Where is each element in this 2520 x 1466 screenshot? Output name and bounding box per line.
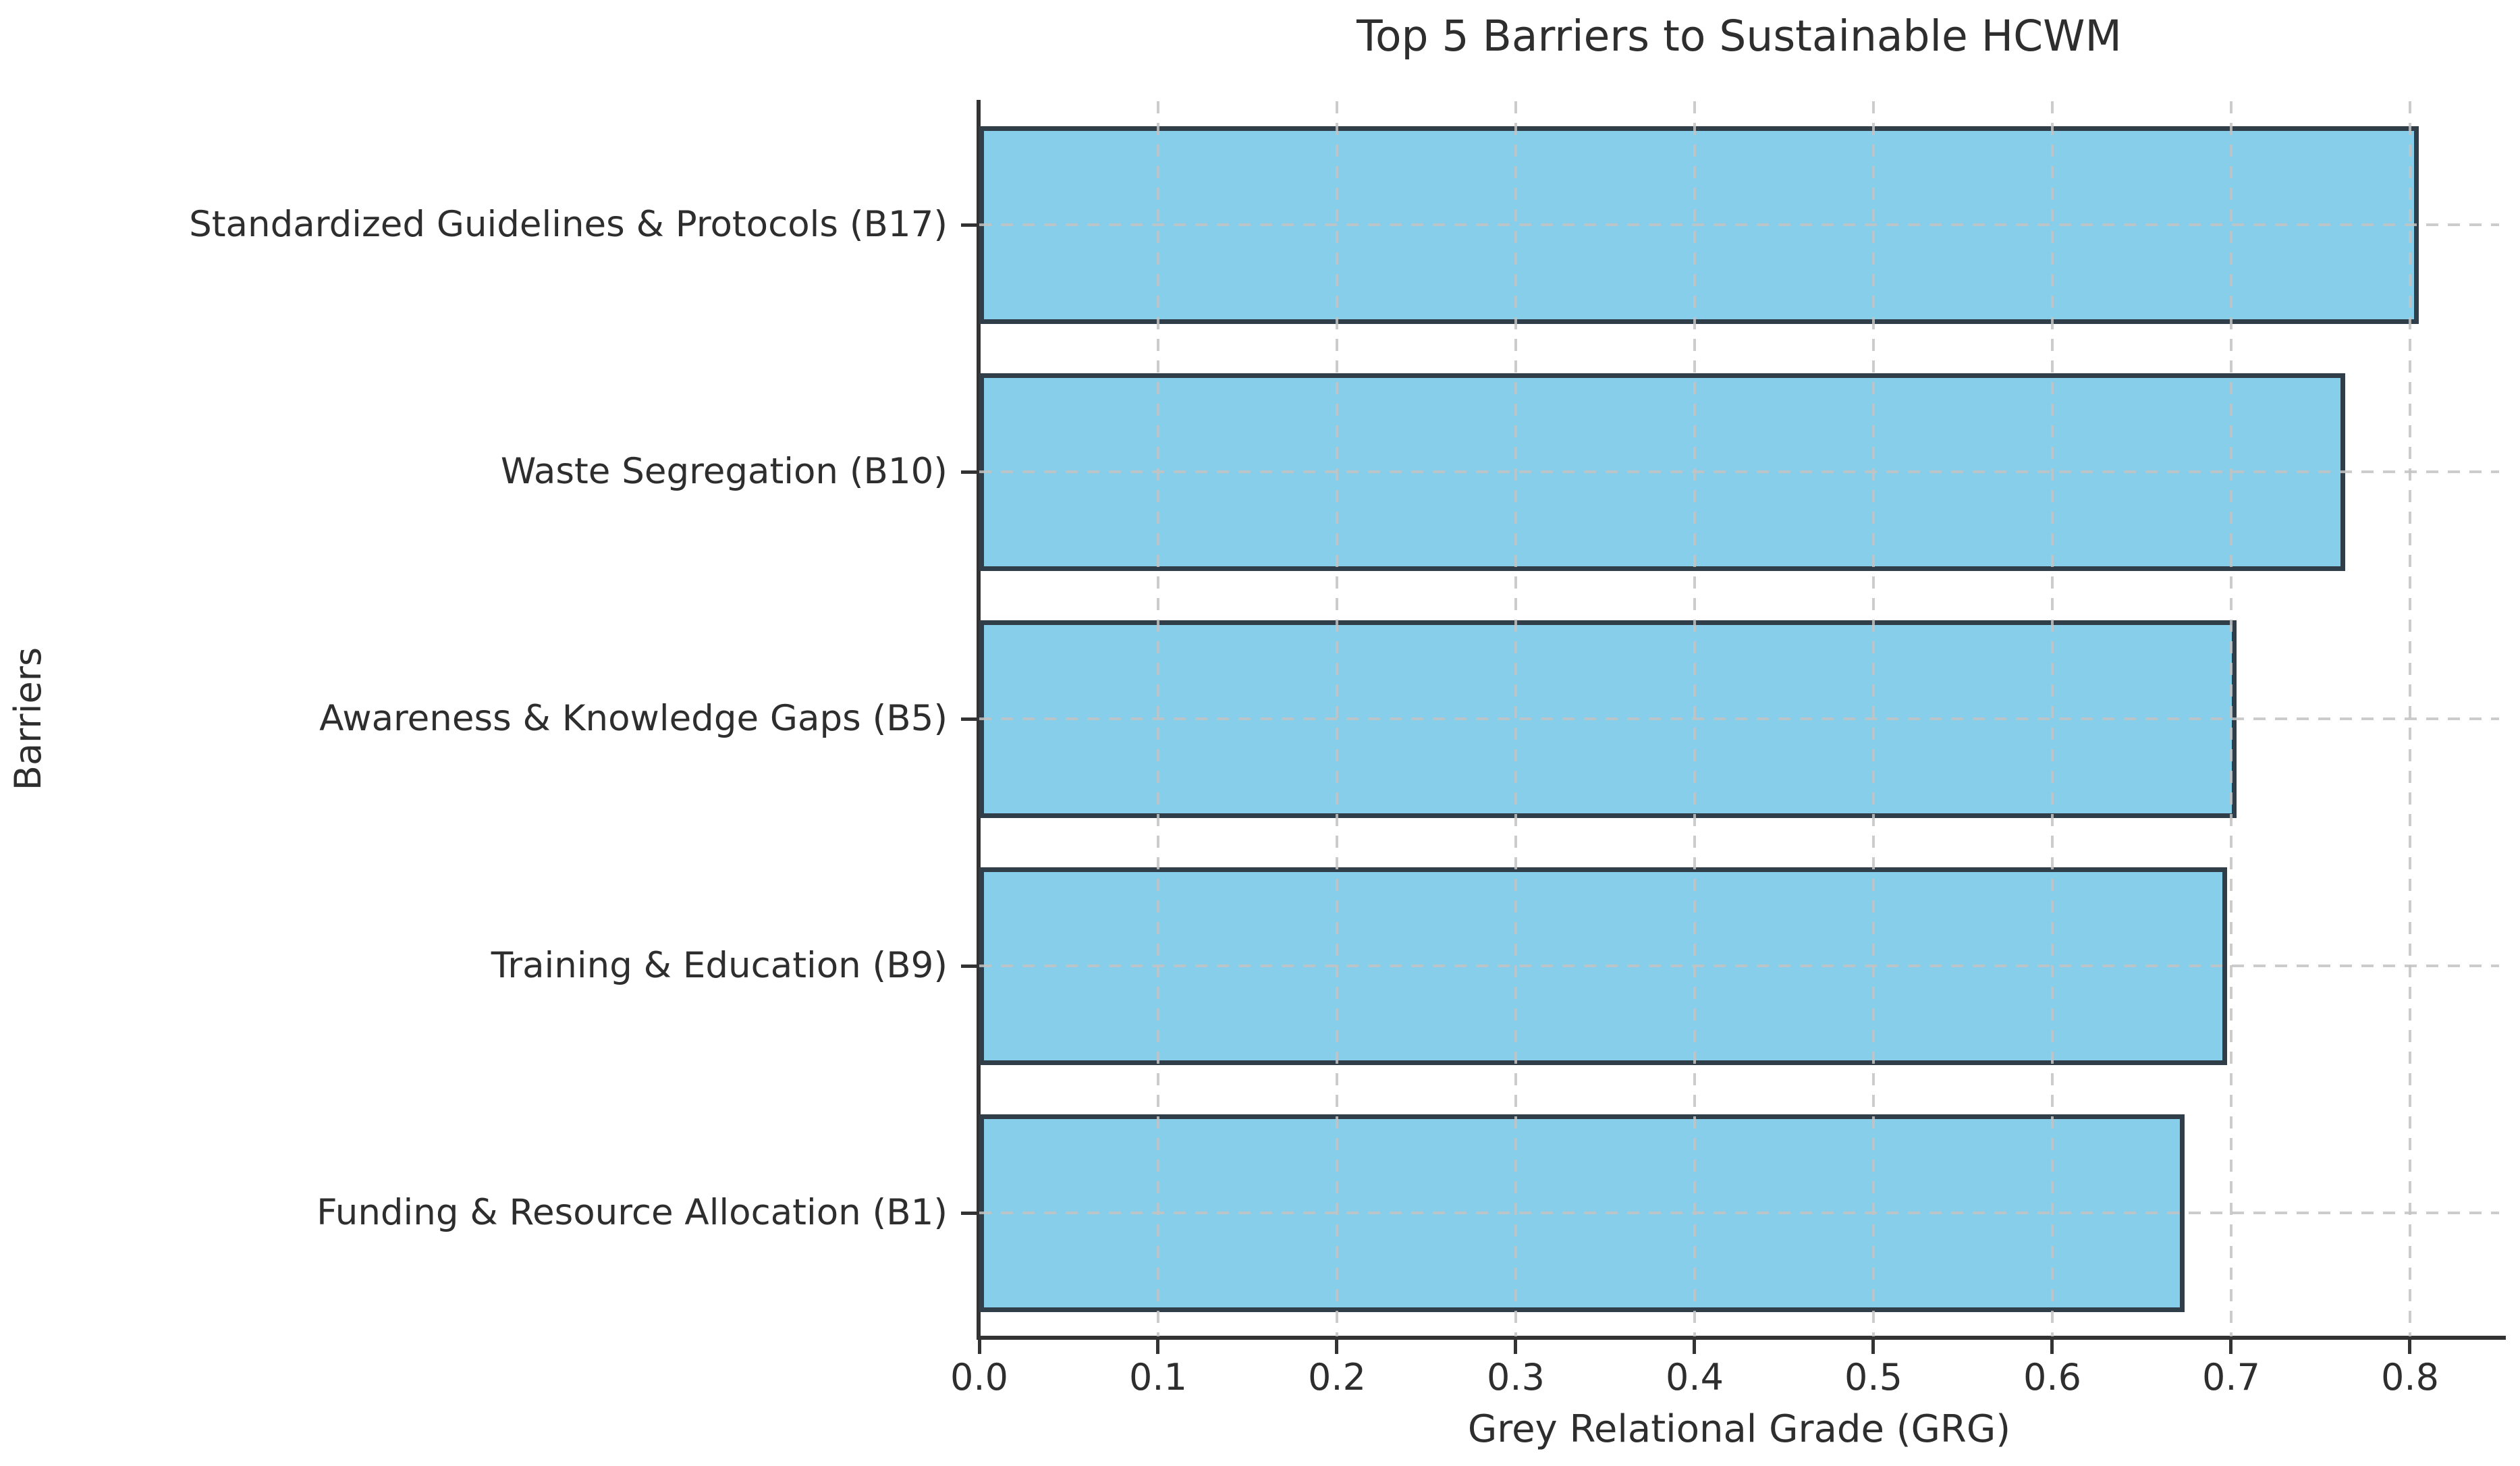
x-tick-label: 0.8 [2381,1356,2439,1399]
y-tick-mark [961,965,977,968]
y-tick-mark [961,470,977,474]
x-tick-mark [978,1339,981,1354]
vertical-gridline [1872,101,1875,1336]
horizontal-gridline [979,965,2499,967]
x-tick-label: 0.1 [1129,1356,1187,1399]
vertical-gridline [1693,101,1696,1336]
x-tick-label: 0.6 [2023,1356,2081,1399]
y-tick-mark [961,223,977,227]
y-tick-label: Awareness & Knowledge Gaps (B5) [319,698,948,739]
x-axis-label: Grey Relational Grade (GRG) [1467,1407,2011,1451]
horizontal-gridline [979,1212,2499,1214]
x-tick-mark [2229,1339,2233,1354]
horizontal-gridline [979,223,2499,226]
x-tick-mark [1871,1339,1875,1354]
vertical-gridline [2409,101,2411,1336]
x-tick-label: 0.0 [950,1356,1008,1399]
horizontal-gridline [979,717,2499,720]
x-tick-mark [2408,1339,2411,1354]
x-tick-label: 0.2 [1308,1356,1366,1399]
x-axis-spine [977,1336,2506,1340]
chart-title: Top 5 Barriers to Sustainable HCWM [1357,11,2122,61]
y-tick-label: Funding & Resource Allocation (B1) [317,1192,948,1233]
y-tick-label: Standardized Guidelines & Protocols (B17… [189,204,948,245]
vertical-gridline [1336,101,1338,1336]
x-tick-mark [1514,1339,1517,1354]
y-axis-spine [977,100,981,1340]
vertical-gridline [1157,101,1159,1336]
y-tick-mark [961,717,977,721]
horizontal-gridline [979,470,2499,473]
y-tick-label: Waste Segregation (B10) [500,451,948,492]
vertical-gridline [2230,101,2233,1336]
x-tick-label: 0.4 [1666,1356,1724,1399]
x-tick-label: 0.3 [1487,1356,1545,1399]
y-tick-mark [961,1212,977,1215]
x-tick-label: 0.5 [1844,1356,1902,1399]
x-tick-mark [1335,1339,1338,1354]
vertical-gridline [2051,101,2054,1336]
x-tick-mark [1693,1339,1696,1354]
plot-area [979,101,2499,1336]
vertical-gridline [1514,101,1517,1336]
x-tick-mark [1156,1339,1159,1354]
x-tick-label: 0.7 [2202,1356,2260,1399]
x-tick-mark [2050,1339,2054,1354]
y-tick-label: Training & Education (B9) [491,945,948,986]
